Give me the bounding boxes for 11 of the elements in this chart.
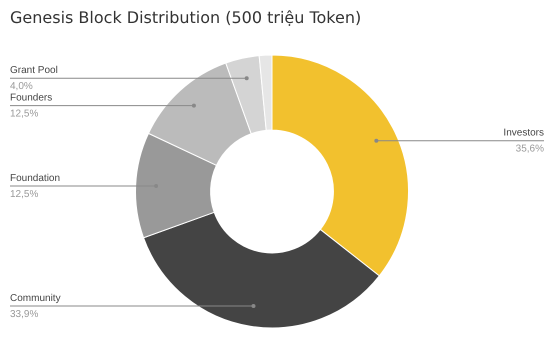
chart-title: Genesis Block Distribution (500 triệu Token) [10,8,362,27]
data-label: 4,0% [10,81,33,92]
data-label: 35,6% [516,144,544,155]
data-label: 33,9% [10,308,38,320]
slice-label: Grant Pool [10,65,58,76]
data-label: 12,5% [10,188,38,200]
slice-label: Founders [10,92,52,104]
slice-label: Investors [503,128,544,139]
data-label: 12,5% [10,108,38,120]
slice-label: Foundation [10,172,60,184]
slice-label: Community [10,292,61,304]
